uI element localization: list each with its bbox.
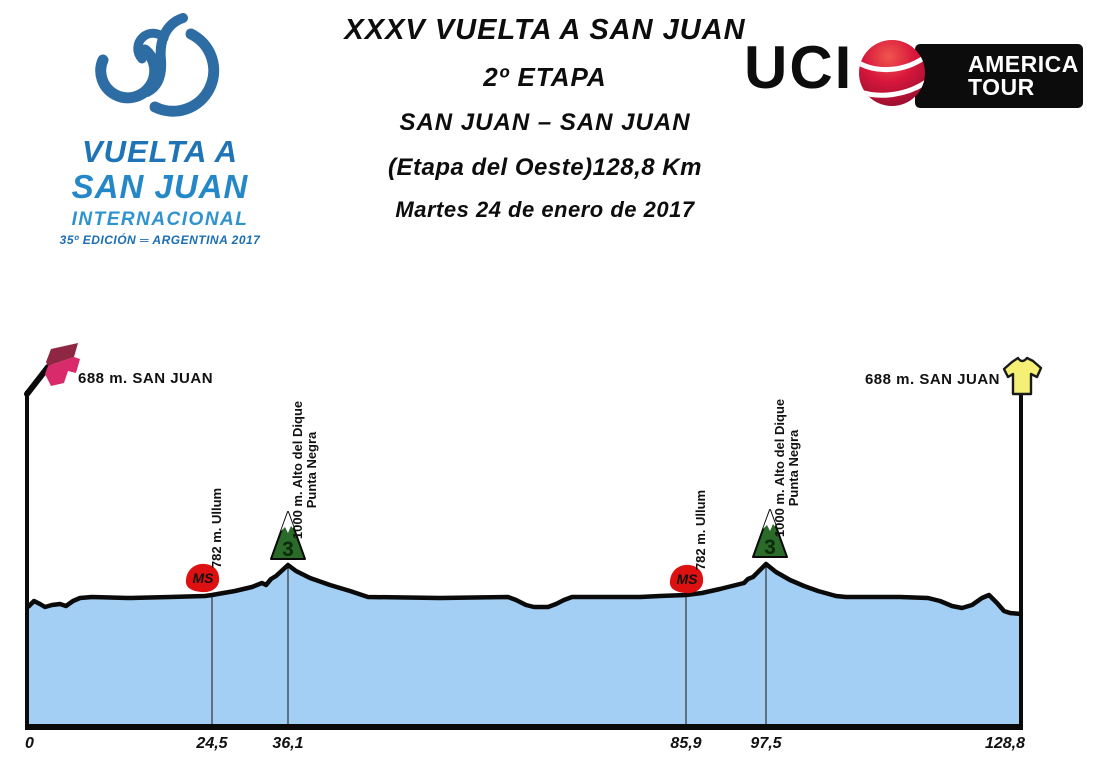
climb-icon-2: 3 (752, 509, 788, 559)
svg-text:MS: MS (677, 571, 699, 587)
stage-route: SAN JUAN – SAN JUAN (399, 109, 691, 136)
tour-label: TOUR (968, 73, 1035, 100)
finish-jersey-icon (1002, 356, 1043, 396)
svg-text:3: 3 (282, 538, 294, 561)
event-logo: VUELTA A SAN JUAN INTERNACIONAL 35º EDIC… (30, 8, 290, 248)
stage-distance: (Etapa del Oeste)128,8 Km (388, 154, 702, 181)
climb-label-2-line1: 1000 m. Alto del Dique (772, 399, 787, 537)
finish-elevation-label: 688 m. SAN JUAN (865, 371, 1000, 388)
sprint-badge-1: MS (185, 563, 220, 593)
km-axis-label: 0 (25, 735, 34, 752)
logo-title-line1: VUELTA A (81, 134, 239, 169)
km-axis-label: 36,1 (272, 735, 303, 752)
profile-line (26, 561, 1022, 617)
logo-title-line2: SAN JUAN (71, 168, 249, 205)
logo-subtitle: INTERNACIONAL (71, 209, 249, 230)
km-axis-label: 85,9 (670, 735, 701, 752)
climb-icon-1: 3 (270, 511, 306, 561)
start-flag-icon (24, 343, 80, 397)
svg-text:3: 3 (764, 536, 776, 559)
america-tour-plate: AMERICA TOUR (915, 44, 1083, 108)
sprint-label-2: 782 m. Ullum (693, 490, 708, 570)
km-axis-label: 128,8 (985, 735, 1025, 752)
start-elevation-label: 688 m. SAN JUAN (78, 370, 213, 387)
uci-america-tour-logo: UCI AMERICA TOUR (740, 38, 1090, 114)
america-label: AMERICA (968, 51, 1079, 77)
axis-ticks: 0 24,5 36,1 85,9 97,5 128,8 (25, 565, 1025, 752)
uci-globe-icon (859, 40, 925, 106)
climb-label-2-line2: Punta Negra (786, 429, 801, 506)
stage-title-block: XXXV VUELTA A SAN JUAN 2º ETAPA SAN JUAN… (305, 14, 785, 223)
logo-edition-line: 35º EDICIÓN ═ ARGENTINA 2017 (59, 233, 261, 247)
km-axis-label: 97,5 (750, 735, 782, 752)
climb-label-1-line2: Punta Negra (304, 431, 319, 508)
svg-text:MS: MS (193, 570, 215, 586)
bicycle-swirl-icon (95, 13, 220, 117)
stage-date: Martes 24 de enero de 2017 (395, 197, 695, 222)
sprint-label-1: 782 m. Ullum (209, 488, 224, 568)
race-title: XXXV VUELTA A SAN JUAN (344, 14, 746, 46)
climb-label-1-line1: 1000 m. Alto del Dique (290, 401, 305, 539)
stage-number: 2º ETAPA (483, 62, 607, 92)
km-axis-label: 24,5 (195, 735, 228, 752)
sprint-badge-2: MS (669, 564, 704, 594)
profile-area (28, 564, 1021, 727)
uci-wordmark: UCI (744, 34, 854, 101)
